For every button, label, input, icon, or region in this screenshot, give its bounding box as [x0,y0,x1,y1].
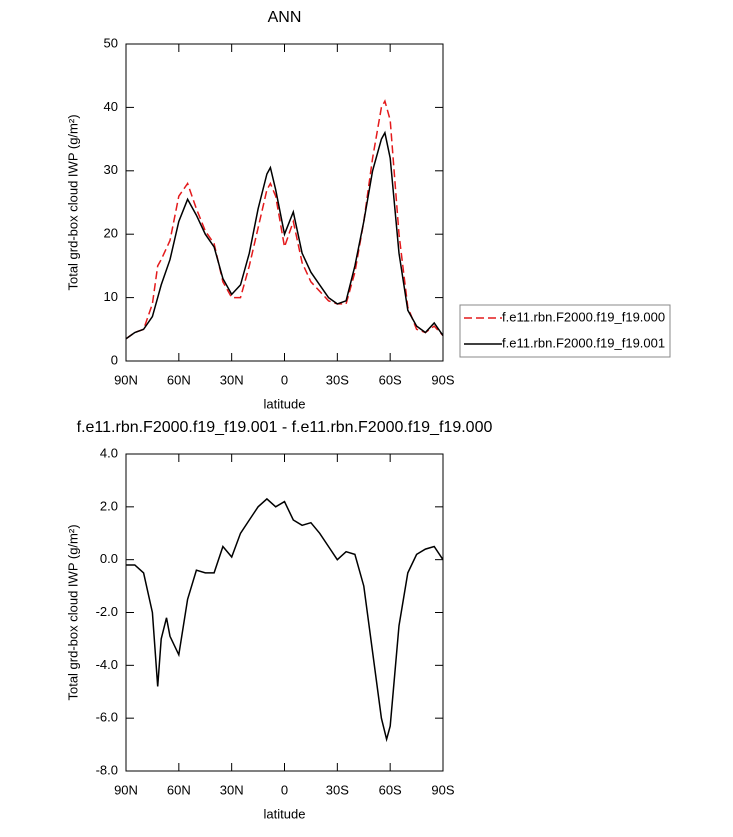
y-tick-label: 10 [104,289,118,304]
y-tick-label: 4.0 [100,445,118,460]
legend-label: f.e11.rbn.F2000.f19_f19.001 [502,335,665,350]
plot-frame [125,43,444,362]
x-axis-label: latitude [264,806,306,821]
x-tick-label: 0 [281,372,288,387]
x-tick-label: 90S [431,782,454,797]
x-tick-label: 90S [431,372,454,387]
x-tick-label: 30S [326,372,349,387]
x-tick-label: 60S [379,782,402,797]
y-tick-label: 0.0 [100,551,118,566]
x-tick-label: 90N [114,372,138,387]
chart-title: f.e11.rbn.F2000.f19_f19.001 - f.e11.rbn.… [77,419,493,436]
x-tick-label: 30N [220,782,244,797]
x-axis-label: latitude [264,396,306,411]
legend-label: f.e11.rbn.F2000.f19_f19.000 [502,309,665,324]
y-axis-label: Total grd-box cloud IWP (g/m²) [65,114,80,290]
x-tick-label: 30S [326,782,349,797]
y-tick-label: -8.0 [96,762,118,777]
legend-box [459,304,671,358]
x-tick-label: 90N [114,782,138,797]
y-tick-label: -2.0 [96,604,118,619]
line-series [126,497,444,743]
legend: f.e11.rbn.F2000.f19_f19.000 f.e11.rbn.F20… [459,304,671,358]
y-tick-label: 50 [104,35,118,50]
plot-frame [125,453,444,772]
y-tick-label: -6.0 [96,710,118,725]
x-tick-label: 60N [167,782,191,797]
x-tick-label: 60N [167,372,191,387]
x-tick-label: 60S [379,372,402,387]
y-axis-label: Total grd-box cloud IWP (g/m²) [65,524,80,700]
line-series [125,130,444,340]
y-tick-label: 40 [104,99,118,114]
y-tick-label: 0 [111,352,118,367]
x-tick-label: 0 [281,782,288,797]
chart-title: ANN [268,9,302,26]
y-tick-label: 20 [104,226,118,241]
y-tick-label: 2.0 [100,498,118,513]
x-tick-label: 30N [220,372,244,387]
y-tick-label: 30 [104,162,118,177]
y-tick-label: -4.0 [96,657,118,672]
line-series [125,99,444,340]
